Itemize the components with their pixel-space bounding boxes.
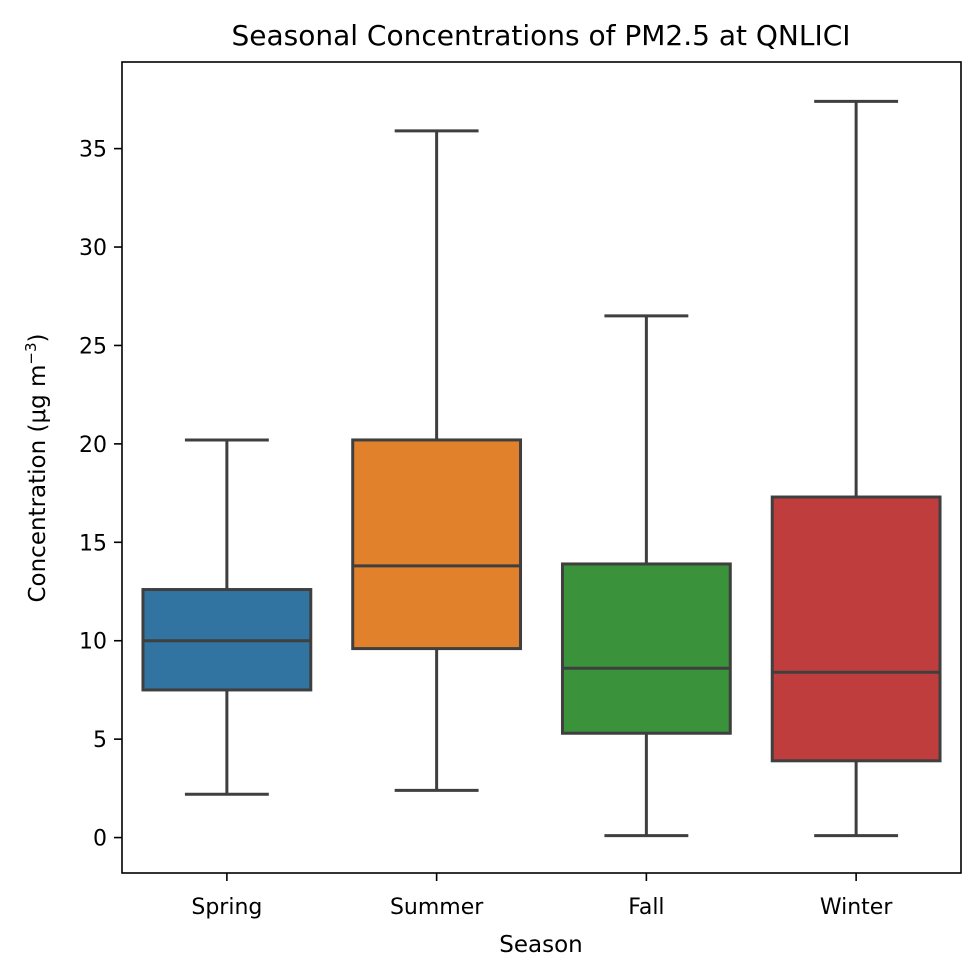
y-tick-label: 30 (79, 236, 107, 261)
iqr-box (351, 438, 523, 651)
y-axis-label-main: Concentration (μg m (25, 365, 51, 603)
y-axis-label: Concentration (μg m−3) (22, 333, 51, 602)
y-axis-label-close: ) (25, 333, 51, 342)
y-axis: 0 5 10 15 20 25 30 35 (79, 138, 122, 852)
iqr-box (770, 495, 942, 763)
y-axis-label-superscript: −3 (22, 342, 40, 364)
box-summer (351, 129, 523, 792)
y-tick-label: 15 (79, 531, 107, 556)
x-axis: Spring Summer Fall Winter (191, 873, 893, 920)
plot-frame (121, 61, 962, 874)
x-tick-label: Fall (628, 895, 664, 920)
y-tick-label: 0 (93, 827, 107, 852)
y-tick-label: 35 (79, 138, 107, 163)
x-tick-label: Winter (820, 895, 893, 920)
y-tick-label: 5 (93, 728, 107, 753)
y-tick-label: 25 (79, 334, 107, 359)
x-tick-label: Spring (191, 895, 262, 920)
y-tick-label: 10 (79, 630, 107, 655)
plot-area (141, 99, 942, 838)
iqr-box (560, 562, 732, 735)
chart-title: Seasonal Concentrations of PM2.5 at QNLI… (231, 19, 850, 52)
y-tick-label: 20 (79, 433, 107, 458)
box-spring (141, 438, 313, 796)
x-axis-label: Season (499, 932, 582, 958)
box-fall (560, 314, 732, 838)
x-tick-label: Summer (390, 895, 484, 920)
box-winter (770, 99, 942, 838)
